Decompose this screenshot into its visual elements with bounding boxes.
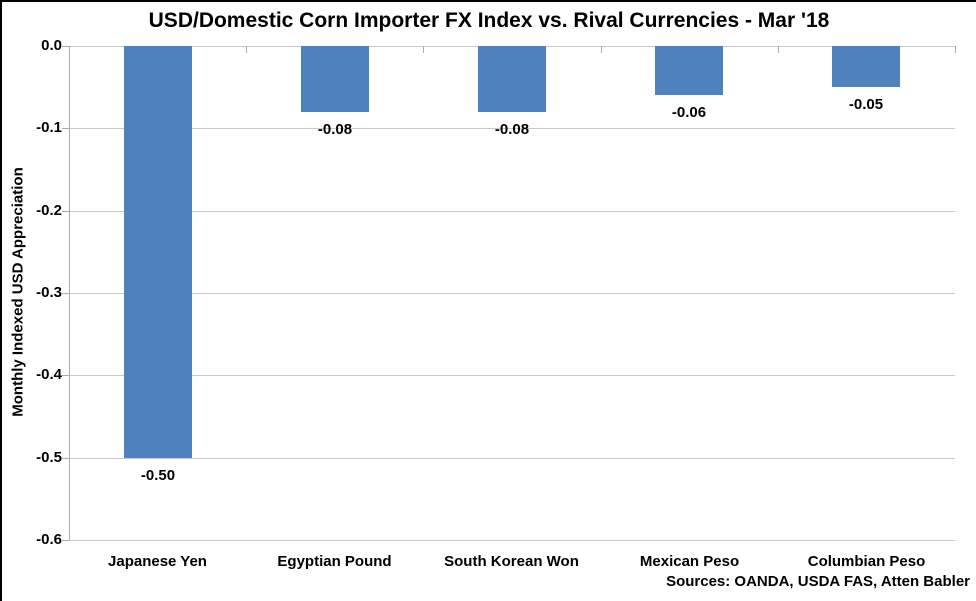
x-axis-tick bbox=[778, 46, 779, 53]
x-axis-category-label-japanese-yen: Japanese Yen bbox=[108, 553, 207, 570]
y-axis-tick bbox=[62, 128, 69, 129]
bar-egyptian-pound bbox=[301, 46, 369, 112]
x-axis-category-label-south-korean-won: South Korean Won bbox=[444, 553, 579, 570]
x-axis-tick bbox=[601, 46, 602, 53]
x-axis-category-label-columbian-peso: Columbian Peso bbox=[807, 553, 926, 570]
bar-value-label-columbian-peso: -0.05 bbox=[848, 96, 884, 113]
gridline bbox=[69, 458, 955, 459]
y-axis-tick-label: -0.6 bbox=[36, 531, 62, 548]
gridline bbox=[69, 211, 955, 212]
source-note: Sources: OANDA, USDA FAS, Atten Babler bbox=[666, 573, 970, 590]
x-axis-category-label-mexican-peso: Mexican Peso bbox=[639, 553, 740, 570]
y-axis-tick bbox=[62, 458, 69, 459]
y-axis-tick bbox=[62, 211, 69, 212]
chart-title: USD/Domestic Corn Importer FX Index vs. … bbox=[148, 9, 830, 32]
gridline bbox=[69, 128, 955, 129]
y-axis-tick bbox=[62, 375, 69, 376]
y-axis-line bbox=[69, 46, 70, 540]
gridline bbox=[69, 540, 955, 541]
x-axis-tick bbox=[955, 46, 956, 53]
bar-mexican-peso bbox=[655, 46, 723, 95]
bar-value-label-mexican-peso: -0.06 bbox=[671, 104, 707, 121]
y-axis-tick bbox=[62, 46, 69, 47]
bar-south-korean-won bbox=[478, 46, 546, 112]
y-axis-tick-label: -0.2 bbox=[36, 202, 62, 219]
x-axis-tick bbox=[423, 46, 424, 53]
bar-value-label-south-korean-won: -0.08 bbox=[494, 121, 530, 138]
y-axis-tick-label: -0.1 bbox=[36, 119, 62, 136]
y-axis-tick-label: -0.3 bbox=[36, 284, 62, 301]
bar-japanese-yen bbox=[124, 46, 192, 458]
y-axis-tick-label: -0.4 bbox=[36, 366, 62, 383]
gridline bbox=[69, 293, 955, 294]
x-axis-category-label-egyptian-pound: Egyptian Pound bbox=[277, 553, 392, 570]
y-axis-tick bbox=[62, 293, 69, 294]
x-axis-tick bbox=[246, 46, 247, 53]
y-axis-tick-label: -0.5 bbox=[36, 449, 62, 466]
bar-columbian-peso bbox=[832, 46, 900, 87]
bar-value-label-japanese-yen: -0.50 bbox=[140, 467, 176, 484]
bar-value-label-egyptian-pound: -0.08 bbox=[317, 121, 353, 138]
y-axis-tick-label: 0.0 bbox=[41, 37, 62, 54]
gridline bbox=[69, 375, 955, 376]
y-axis-tick bbox=[62, 540, 69, 541]
